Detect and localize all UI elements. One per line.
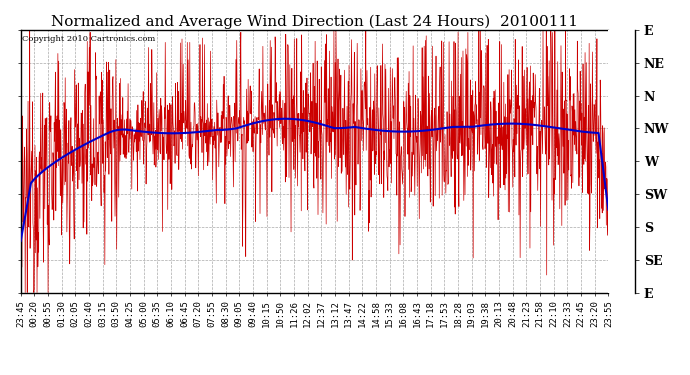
Text: Copyright 2010 Cartronics.com: Copyright 2010 Cartronics.com bbox=[22, 35, 155, 43]
Title: Normalized and Average Wind Direction (Last 24 Hours)  20100111: Normalized and Average Wind Direction (L… bbox=[51, 15, 578, 29]
